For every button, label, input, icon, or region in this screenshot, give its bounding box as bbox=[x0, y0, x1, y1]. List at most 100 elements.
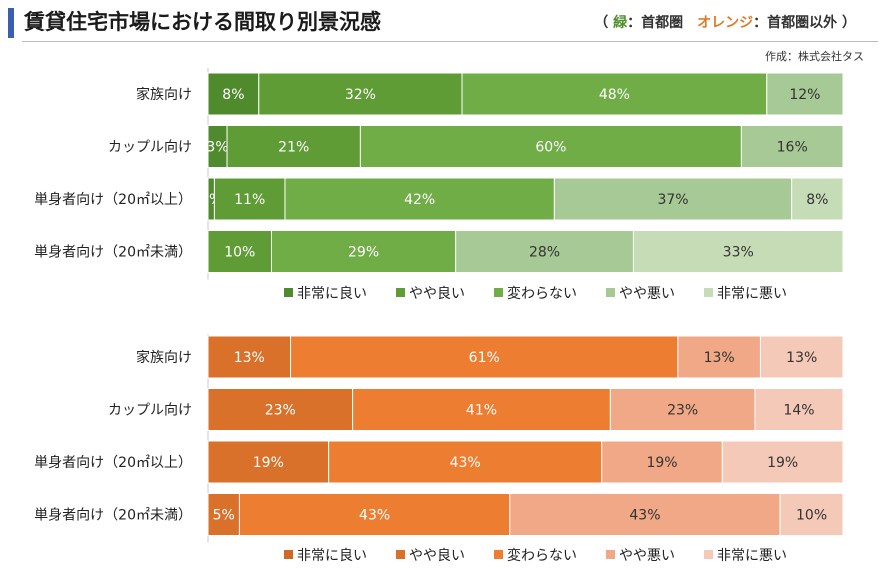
bar-segment bbox=[553, 177, 793, 221]
data-label: 16% bbox=[777, 140, 808, 156]
legend-label: やや悪い bbox=[619, 548, 675, 564]
bar-segment bbox=[359, 125, 742, 168]
bar-segment bbox=[207, 230, 272, 273]
legend-swatch bbox=[704, 288, 713, 297]
bar-segment bbox=[271, 230, 457, 273]
legend-label: 非常に悪い bbox=[717, 548, 787, 564]
credit: 作成：株式会社タス bbox=[765, 50, 864, 63]
bar-segment bbox=[609, 388, 756, 431]
data-label: 43% bbox=[359, 508, 390, 524]
data-label: 42% bbox=[404, 192, 435, 208]
legend-label: やや良い bbox=[409, 548, 465, 564]
category-label: 単身者向け（20㎡以上） bbox=[34, 455, 192, 471]
data-label: 14% bbox=[783, 403, 814, 419]
category-label: 家族向け bbox=[136, 349, 192, 366]
title-accent-bar bbox=[8, 8, 14, 38]
data-label: 8% bbox=[222, 87, 244, 103]
note-orange-region: ：首都圏以外 ） bbox=[753, 15, 856, 31]
data-label: 5% bbox=[213, 508, 235, 524]
legend-label: 非常に良い bbox=[297, 548, 367, 564]
bar-segment bbox=[740, 125, 844, 168]
category-label: カップル向け bbox=[108, 140, 192, 156]
data-label: 43% bbox=[450, 455, 481, 471]
data-label: 33% bbox=[723, 245, 754, 261]
legend-swatch bbox=[494, 288, 503, 297]
page-title: 賃貸住宅市場における間取り別景況感 bbox=[24, 10, 381, 34]
data-label: 13% bbox=[786, 350, 817, 366]
bar-segment bbox=[754, 388, 844, 431]
bar-segment bbox=[509, 493, 781, 536]
data-label: 10% bbox=[224, 245, 255, 261]
bar-segment bbox=[352, 388, 611, 431]
data-label: 32% bbox=[345, 87, 376, 103]
data-label: 28% bbox=[529, 245, 560, 261]
data-label: 61% bbox=[469, 350, 500, 366]
legend-swatch bbox=[606, 550, 615, 559]
data-label: 41% bbox=[466, 403, 497, 419]
bar-segment bbox=[632, 230, 844, 273]
bar-segment bbox=[791, 177, 844, 221]
legend-swatch bbox=[606, 288, 615, 297]
note-orange-label: オレンジ bbox=[697, 15, 754, 31]
bar-segment bbox=[207, 388, 354, 431]
bar-segment bbox=[207, 335, 292, 379]
legend-swatch bbox=[284, 550, 293, 559]
legend-label: やや良い bbox=[409, 286, 465, 302]
data-label: 29% bbox=[348, 245, 379, 261]
data-label: 23% bbox=[667, 403, 698, 419]
bar-segment bbox=[677, 335, 761, 379]
bar-segment bbox=[461, 72, 768, 116]
data-label: 48% bbox=[599, 87, 630, 103]
category-label: 単身者向け（20㎡未満） bbox=[34, 245, 192, 261]
data-label: 37% bbox=[657, 192, 688, 208]
category-label: 単身者向け（20㎡未満） bbox=[34, 508, 192, 524]
data-label: 13% bbox=[234, 350, 265, 366]
data-label: 12% bbox=[789, 87, 820, 103]
bar-segment bbox=[779, 493, 844, 536]
category-label: 家族向け bbox=[136, 86, 192, 103]
region-color-note: （ 緑：首都圏 オレンジ：首都圏以外 ） bbox=[594, 12, 856, 32]
data-label: 19% bbox=[646, 455, 677, 471]
data-label: 11% bbox=[234, 192, 265, 208]
bar-segment bbox=[721, 440, 844, 484]
note-green-label: 緑 bbox=[613, 15, 628, 31]
legend-label: やや悪い bbox=[619, 286, 675, 302]
legend-label: 非常に良い bbox=[297, 286, 367, 302]
legend-label: 変わらない bbox=[507, 547, 577, 564]
legend-swatch bbox=[494, 550, 503, 559]
data-label: 23% bbox=[265, 403, 296, 419]
chart-1: 家族向け 13% 61% 13% 13% カップル向け 23% 41% 23% 14% 単身者向け（… bbox=[34, 334, 844, 564]
bar-segment bbox=[226, 125, 361, 168]
legend-swatch bbox=[284, 288, 293, 297]
legend-swatch bbox=[396, 550, 405, 559]
legend-label: 変わらない bbox=[507, 285, 577, 302]
bar-segment bbox=[207, 440, 330, 484]
data-label: 8% bbox=[806, 192, 828, 208]
data-label: 19% bbox=[767, 455, 798, 471]
chart-0: 家族向け 8% 32% 48% 12% カップル向け 3% 21% 60% 16% 単身者向け（20… bbox=[34, 68, 844, 302]
title-rule bbox=[22, 41, 878, 42]
data-label: 21% bbox=[278, 140, 309, 156]
bar-segment bbox=[258, 72, 463, 116]
bar-segment bbox=[455, 230, 634, 273]
bar-segment bbox=[759, 335, 844, 379]
bar-segment bbox=[328, 440, 603, 484]
data-label: 60% bbox=[535, 140, 566, 156]
data-label: 3% bbox=[206, 140, 228, 156]
data-label: 43% bbox=[629, 508, 660, 524]
data-label: 19% bbox=[253, 455, 284, 471]
legend-label: 非常に悪い bbox=[717, 286, 787, 302]
category-label: カップル向け bbox=[108, 403, 192, 419]
note-open: （ bbox=[594, 15, 614, 31]
bar-segment bbox=[766, 72, 844, 116]
bar-segment bbox=[238, 493, 511, 536]
note-green-region: ：首都圏 bbox=[627, 15, 698, 31]
bar-segment bbox=[284, 177, 555, 221]
bar-segment bbox=[213, 177, 286, 221]
header: 賃貸住宅市場における間取り別景況感 （ 緑：首都圏 オレンジ：首都圏以外 ） bbox=[0, 0, 886, 42]
data-label: 10% bbox=[796, 508, 827, 524]
legend-swatch bbox=[396, 288, 405, 297]
data-label: 13% bbox=[704, 350, 735, 366]
category-label: 単身者向け（20㎡以上） bbox=[34, 192, 192, 208]
